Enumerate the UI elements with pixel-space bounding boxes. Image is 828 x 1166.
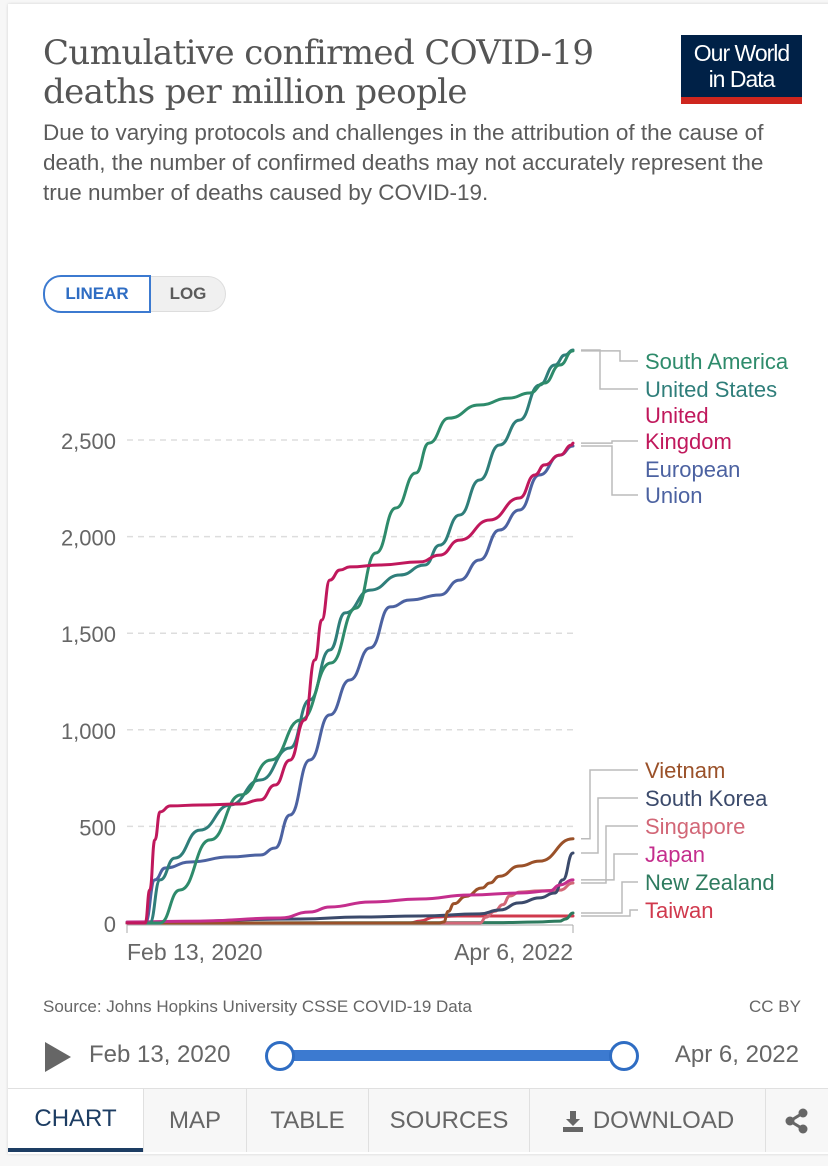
series-label: Kingdom: [645, 429, 732, 454]
y-tick-label: 1,500: [61, 622, 116, 647]
tab-table[interactable]: TABLE: [246, 1089, 368, 1152]
tab-label: MAP: [168, 1106, 221, 1134]
label-connector: [581, 825, 638, 884]
x-tick-label: Apr 6, 2022: [454, 939, 573, 965]
series-line-united-kingdom: [125, 441, 575, 925]
x-axis: Feb 13, 2020 Apr 6, 2022: [126, 924, 574, 965]
y-tick-label: 2,000: [61, 526, 116, 551]
y-tick-label: 2,500: [61, 429, 116, 454]
series-label: South Korea: [645, 786, 768, 811]
logo-accent-bar: [681, 97, 802, 104]
timeline-end-label: Apr 6, 2022: [674, 1041, 799, 1068]
label-connector: [581, 445, 638, 496]
source-note[interactable]: Source: Johns Hopkins University CSSE CO…: [43, 997, 472, 1016]
timeline-start-label: Feb 13, 2020: [89, 1041, 231, 1068]
chart-subtitle: Due to varying protocols and challenges …: [43, 120, 764, 205]
label-connector: [581, 349, 638, 390]
label-connector: [581, 853, 638, 881]
series-label: Japan: [645, 842, 705, 867]
series-label: New Zealand: [645, 870, 775, 895]
series-line-south-korea: [125, 851, 575, 925]
tab-label: CHART: [34, 1104, 117, 1132]
tab-chart[interactable]: CHART: [8, 1089, 143, 1152]
play-icon[interactable]: [45, 1042, 71, 1072]
timeline: Feb 13, 2020 Apr 6, 2022: [43, 1038, 803, 1074]
tab-bar: CHART MAP TABLE SOURCES DOWNLOAD: [8, 1088, 828, 1153]
label-connector: [581, 909, 638, 917]
timeline-end-handle[interactable]: [609, 1041, 639, 1071]
series-label: Vietnam: [645, 758, 725, 783]
download-icon: [562, 1110, 583, 1132]
tab-label: SOURCES: [389, 1106, 509, 1134]
series-label: United: [645, 403, 709, 428]
share-icon: [785, 1108, 808, 1133]
series-label: South America: [645, 349, 789, 374]
label-connector: [581, 350, 638, 362]
series-label: European: [645, 457, 740, 482]
y-tick-label: 500: [79, 815, 116, 840]
x-tick-label: Feb 13, 2020: [127, 939, 263, 965]
tab-label: DOWNLOAD: [592, 1106, 735, 1134]
series-line-vietnam: [125, 837, 575, 925]
label-connector: [581, 797, 638, 854]
title-line-1: Cumulative confirmed COVID-19: [43, 33, 594, 73]
tab-label: TABLE: [270, 1106, 345, 1134]
y-tick-label: 0: [104, 912, 116, 937]
series-label: Singapore: [645, 814, 745, 839]
grid-lines: [127, 439, 573, 828]
linear-scale-button[interactable]: LINEAR: [43, 275, 151, 313]
tab-share[interactable]: [765, 1089, 828, 1152]
series-label: United States: [645, 377, 777, 402]
label-connector: [581, 881, 638, 914]
series-label: Taiwan: [645, 898, 713, 923]
license-link[interactable]: CC BY: [749, 997, 801, 1016]
timeline-start-handle[interactable]: [265, 1041, 295, 1071]
label-connector: [581, 769, 638, 840]
timeline-track[interactable]: [279, 1050, 623, 1061]
tab-map[interactable]: MAP: [143, 1089, 246, 1152]
series-line-south-america: [125, 349, 575, 925]
line-chart: 0 500 1,000 1,500 2,000 2,500 Feb 13, 2020 Apr…: [61, 348, 789, 965]
tab-sources[interactable]: SOURCES: [368, 1089, 529, 1152]
logo-line-2: in Data: [708, 66, 776, 92]
series-line-japan: [125, 878, 575, 924]
owid-logo[interactable]: Our World in Data: [681, 35, 802, 104]
series-label: Union: [645, 483, 702, 508]
chart-card: [8, 4, 828, 1154]
scale-toggle: LINEAR LOG: [43, 275, 226, 313]
label-connector: [581, 440, 638, 444]
chart-title: Cumulative confirmed COVID-19 deaths per…: [43, 34, 643, 112]
tab-download[interactable]: DOWNLOAD: [529, 1089, 765, 1152]
y-tick-label: 1,000: [61, 719, 116, 744]
logo-line-1: Our World: [693, 40, 790, 66]
series-line-european-union: [125, 444, 575, 925]
series-lines: [125, 348, 575, 925]
y-axis-ticks: 0 500 1,000 1,500 2,000 2,500: [61, 429, 116, 937]
series-line-united-states: [125, 348, 575, 925]
title-line-2: deaths per million people: [43, 72, 468, 112]
log-scale-button[interactable]: LOG: [151, 276, 226, 312]
